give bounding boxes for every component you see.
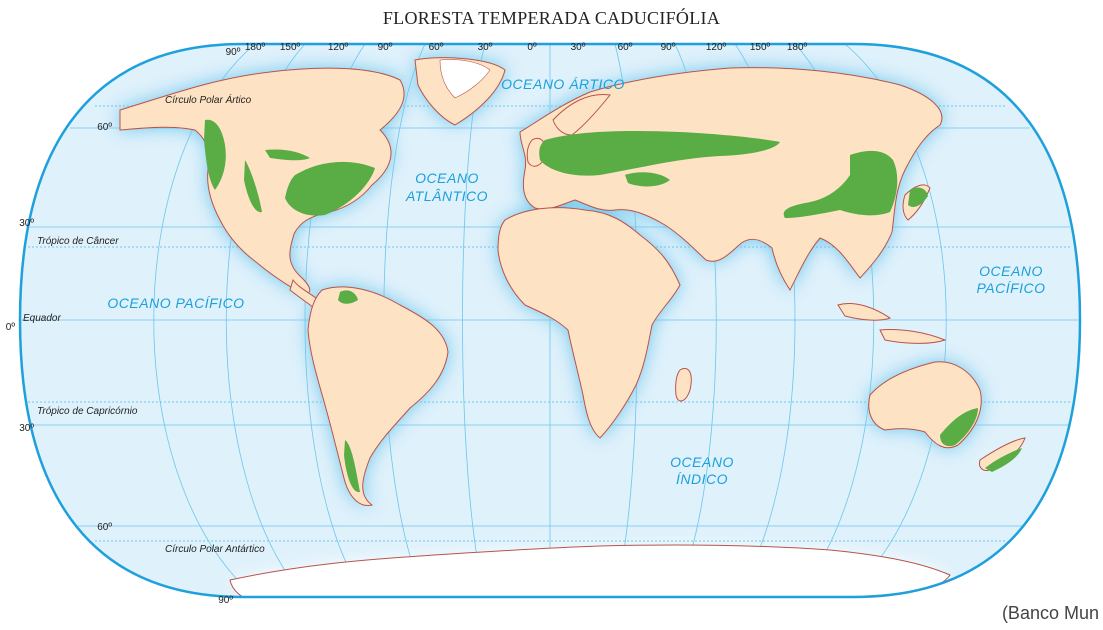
indian-ocean-label: ÍNDICO bbox=[676, 471, 728, 487]
deciduous-forest-regions bbox=[204, 119, 1022, 493]
map-frame bbox=[18, 42, 1082, 599]
atlantic-ocean-label: ATLÂNTICO bbox=[405, 188, 488, 204]
south-america bbox=[307, 286, 449, 507]
antarctica bbox=[229, 544, 951, 597]
lon-label: 0º bbox=[527, 42, 537, 53]
lat-label-60n: 60º bbox=[97, 122, 112, 133]
pacific-ocean-east-label: OCEANO bbox=[979, 263, 1043, 279]
scandinavia bbox=[552, 93, 611, 136]
lon-label: 30º bbox=[478, 42, 493, 53]
lon-label: 120º bbox=[328, 42, 349, 53]
latitude-labels: 60º 30º 0º 30º 60º 90º bbox=[6, 122, 234, 606]
lat-label-60s: 60º bbox=[97, 522, 112, 533]
landmasses bbox=[119, 57, 1026, 597]
lon-label: 30º bbox=[571, 42, 586, 53]
africa bbox=[497, 207, 681, 439]
lon-label: 90º bbox=[226, 47, 241, 58]
lon-label: 60º bbox=[429, 42, 444, 53]
ocean-labels: OCEANO ÁRTICO OCEANO ATLÂNTICO OCEANO PA… bbox=[107, 76, 1045, 487]
lon-label: 150º bbox=[280, 42, 301, 53]
north-america bbox=[119, 67, 405, 294]
lon-label: 180º bbox=[245, 42, 266, 53]
map-title: FLORESTA TEMPERADA CADUCIFÓLIA bbox=[382, 8, 721, 28]
pacific-ocean-west-label: OCEANO PACÍFICO bbox=[107, 295, 244, 311]
equator-label: Equador bbox=[23, 313, 61, 324]
lon-label: 180º bbox=[787, 42, 808, 53]
eurasia bbox=[519, 67, 943, 291]
lon-label: 60º bbox=[618, 42, 633, 53]
lon-label: 150º bbox=[750, 42, 771, 53]
indian-ocean-label: OCEANO bbox=[670, 454, 734, 470]
parallel-labels: Círculo Polar Ártico Trópico de Câncer E… bbox=[23, 93, 265, 555]
lat-label-30s: 30º bbox=[19, 423, 34, 434]
pacific-ocean-east-label: PACÍFICO bbox=[976, 280, 1045, 296]
tropic-capricorn-label: Trópico de Capricórnio bbox=[37, 406, 138, 417]
arctic-ice bbox=[439, 59, 491, 99]
source-credit: (Banco Mun bbox=[1001, 603, 1099, 623]
atlantic-ocean-label: OCEANO bbox=[415, 170, 479, 186]
lon-label: 120º bbox=[706, 42, 727, 53]
tropic-cancer-label: Trópico de Câncer bbox=[37, 236, 119, 247]
madagascar bbox=[675, 367, 692, 402]
lat-label-30n: 30º bbox=[19, 218, 34, 229]
longitude-labels: 90º 180º 150º 120º 90º 60º 30º 0º 30º 60… bbox=[226, 42, 808, 58]
arctic-ocean-label: OCEANO ÁRTICO bbox=[501, 76, 625, 92]
lat-label-90s: 90º bbox=[218, 595, 233, 606]
lon-label: 90º bbox=[378, 42, 393, 53]
antarctic-circle-label: Círculo Polar Antártico bbox=[165, 544, 265, 555]
lon-label: 90º bbox=[661, 42, 676, 53]
lat-label-equator: 0º bbox=[6, 322, 16, 333]
arctic-circle-label: Círculo Polar Ártico bbox=[165, 93, 252, 106]
